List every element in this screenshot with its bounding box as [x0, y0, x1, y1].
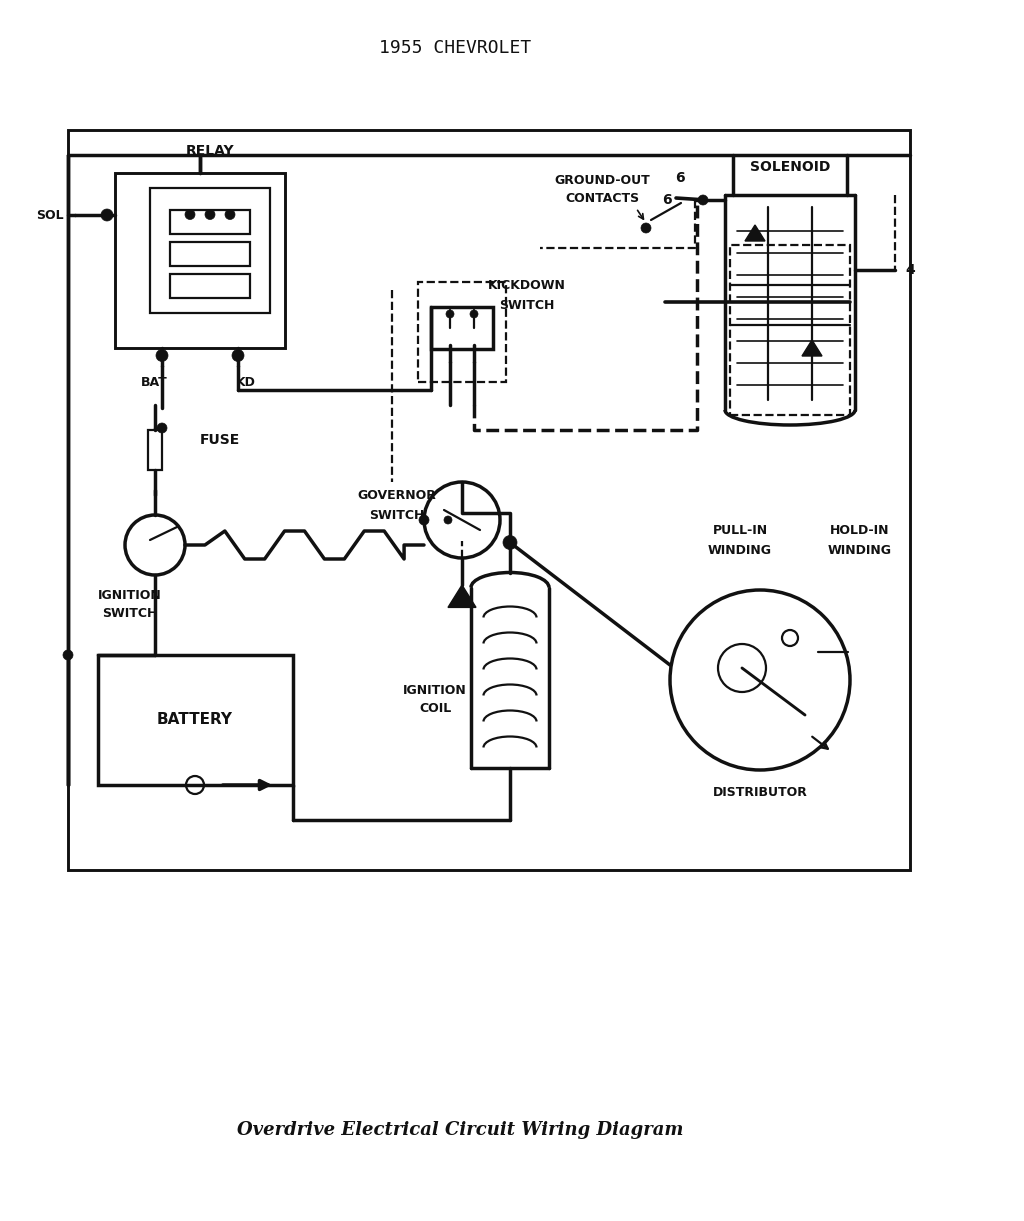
Circle shape — [157, 422, 167, 433]
Text: IGNITION: IGNITION — [98, 589, 162, 602]
Circle shape — [156, 349, 168, 361]
Polygon shape — [745, 225, 765, 241]
Bar — [115, 172, 285, 348]
Bar — [68, 129, 910, 871]
Text: KICKDOWN: KICKDOWN — [488, 278, 566, 292]
Bar — [730, 245, 850, 415]
Circle shape — [205, 210, 215, 220]
Text: IGNITION: IGNITION — [403, 684, 467, 696]
Bar — [97, 654, 293, 785]
Text: SWITCH: SWITCH — [102, 607, 158, 619]
Circle shape — [446, 310, 454, 317]
Bar — [170, 242, 250, 266]
Text: Overdrive Electrical Circuit Wiring Diagram: Overdrive Electrical Circuit Wiring Diag… — [237, 1121, 683, 1139]
Text: HOLD-IN: HOLD-IN — [830, 524, 890, 536]
Circle shape — [503, 536, 517, 549]
Circle shape — [63, 650, 73, 661]
Text: 1955 CHEVROLET: 1955 CHEVROLET — [379, 39, 531, 57]
Text: FUSE: FUSE — [200, 433, 241, 447]
Bar — [148, 430, 162, 470]
Text: RELAY: RELAY — [185, 144, 234, 158]
Text: SOLENOID: SOLENOID — [750, 160, 830, 175]
Text: GOVERNOR: GOVERNOR — [357, 488, 436, 502]
Circle shape — [470, 310, 478, 317]
Circle shape — [444, 516, 452, 524]
Text: KD: KD — [237, 376, 256, 389]
Text: SWITCH: SWITCH — [500, 298, 555, 311]
Circle shape — [185, 210, 195, 220]
Circle shape — [419, 515, 429, 525]
Circle shape — [232, 349, 244, 361]
Text: SOL: SOL — [36, 209, 63, 221]
Circle shape — [225, 210, 234, 220]
Text: BATTERY: BATTERY — [157, 713, 233, 728]
Bar — [170, 210, 250, 234]
Text: 6: 6 — [663, 193, 672, 208]
Text: WINDING: WINDING — [828, 543, 892, 557]
Text: 4: 4 — [905, 263, 914, 277]
Circle shape — [101, 209, 113, 221]
Bar — [418, 282, 506, 382]
Bar — [150, 188, 270, 313]
Text: BAT: BAT — [140, 376, 167, 389]
Polygon shape — [802, 339, 822, 357]
Text: GROUND-OUT: GROUND-OUT — [554, 173, 650, 187]
Bar — [431, 306, 493, 349]
Circle shape — [641, 223, 651, 233]
Text: WINDING: WINDING — [708, 543, 772, 557]
Text: DISTRIBUTOR: DISTRIBUTOR — [713, 785, 808, 799]
Polygon shape — [449, 585, 476, 607]
Text: COIL: COIL — [419, 702, 452, 714]
Circle shape — [698, 195, 708, 205]
Text: SWITCH: SWITCH — [370, 508, 425, 521]
Text: CONTACTS: CONTACTS — [565, 192, 639, 204]
Text: PULL-IN: PULL-IN — [713, 524, 768, 536]
Text: 6: 6 — [675, 171, 685, 186]
Bar — [170, 274, 250, 298]
